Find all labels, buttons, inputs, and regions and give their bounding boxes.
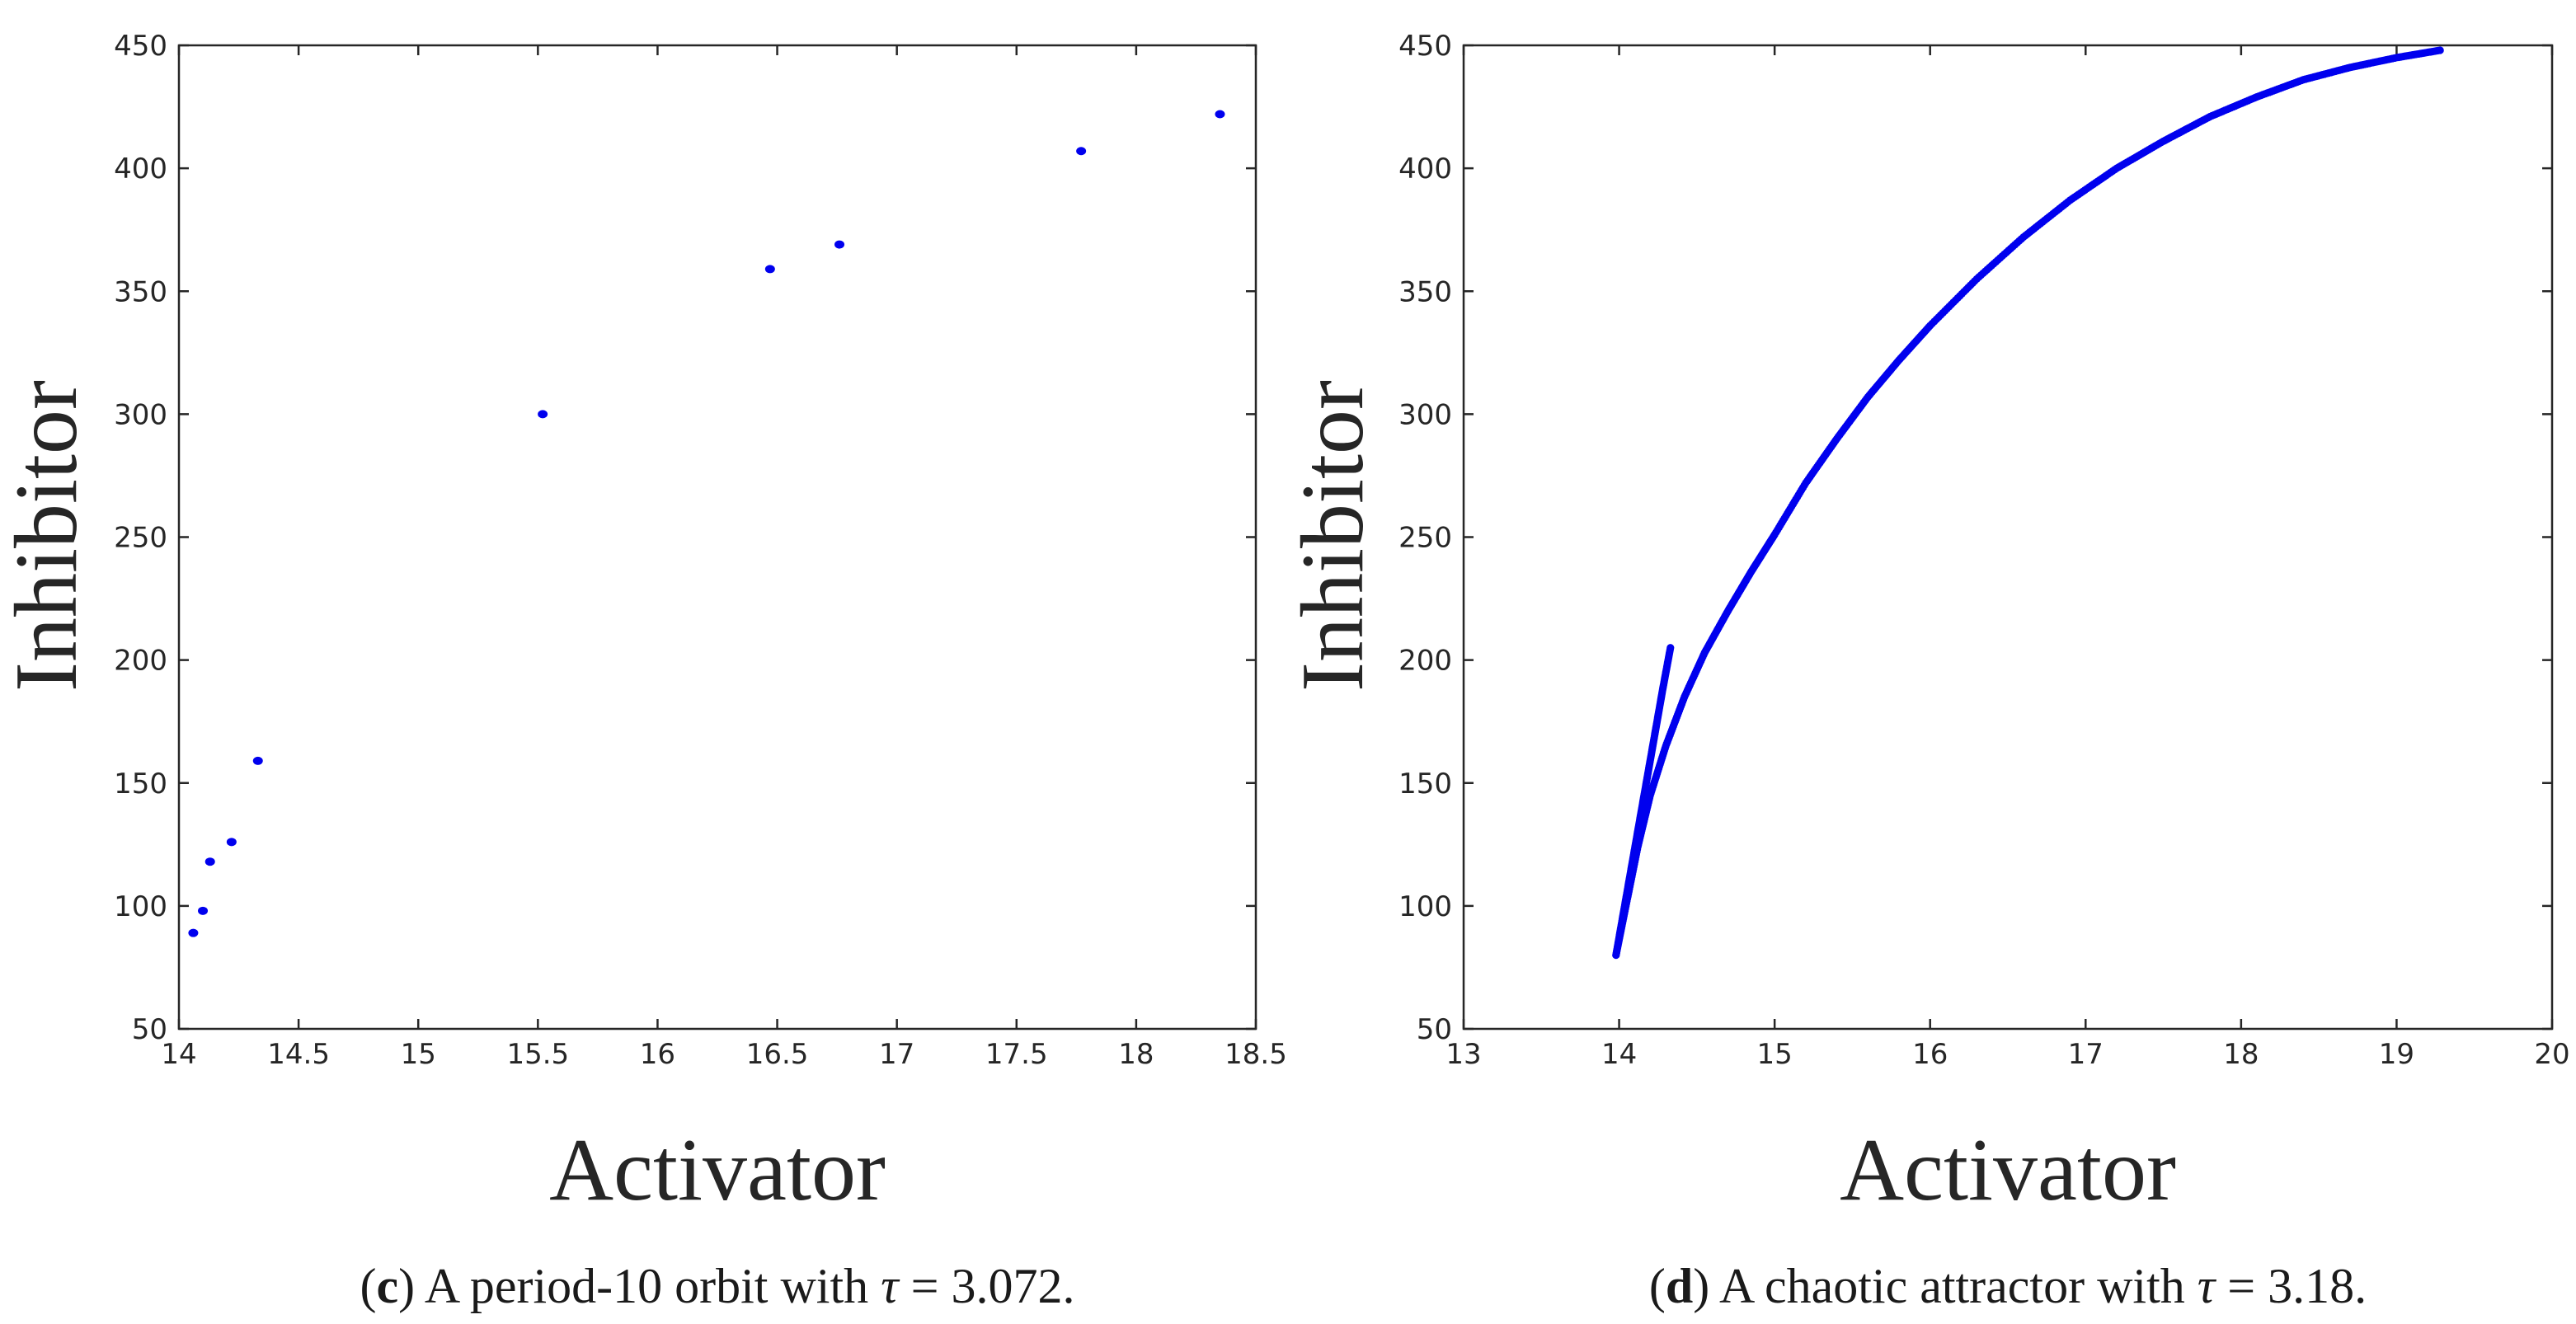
panel-d-y-tick-labels: 50 100 150 200 250 300 350 400 450	[1398, 30, 1452, 1046]
panel-d-caption-close: )	[1693, 1259, 1709, 1313]
panel-c-x-tick-label-5: 16.5	[746, 1038, 809, 1071]
panel-c-caption-text: A period-10 orbit with	[415, 1259, 881, 1313]
panel-c-y-tick-label-1: 100	[114, 890, 167, 923]
panel-c-point-1	[198, 906, 209, 915]
panel-c-caption-symbol: τ	[881, 1259, 900, 1313]
panel-d-y-tick-label-5: 300	[1398, 398, 1452, 431]
panel-d-x-tick-label-5: 18	[2223, 1038, 2259, 1071]
panel-c-x-tick-label-1: 14.5	[267, 1038, 330, 1071]
panel-d-y-tick-label-7: 400	[1398, 153, 1452, 185]
panel-c-y-tick-label-0: 50	[132, 1013, 167, 1046]
panel-d-y-tick-label-4: 250	[1398, 522, 1452, 555]
panel-d-series-0-point-550	[2436, 46, 2444, 54]
panel-d-x-ticks	[1462, 45, 2554, 1029]
panel-d-caption-value: 3.18.	[2268, 1259, 2367, 1313]
panel-c-x-tick-label-0: 14	[161, 1038, 196, 1071]
panel-d-y-tick-label-0: 50	[1417, 1013, 1452, 1046]
panel-c-y-tick-label-6: 350	[114, 275, 167, 308]
panel-c-y-tick-labels: 50 100 150 200 250 300 350 400 450	[114, 30, 167, 1046]
panel-d-caption-label: d	[1666, 1259, 1693, 1313]
panel-d-xlabel: Activator	[1840, 1121, 2176, 1219]
panel-c-point-2	[204, 857, 215, 866]
panel-c-xlabel: Activator	[549, 1121, 886, 1219]
panel-c-point-5	[538, 410, 548, 419]
panel-d-x-tick-label-0: 13	[1445, 1038, 1481, 1071]
panel-c-point-8	[1076, 147, 1087, 156]
panel-c-y-tick-label-2: 150	[114, 768, 167, 801]
panel-d-series-1-point-154	[1666, 644, 1675, 652]
panel-c-caption-open: (	[360, 1259, 377, 1313]
panel-c-y-tick-label-4: 250	[114, 522, 167, 555]
panel-c-x-tick-labels: 14 14.5 15 15.5 16 16.5 17 17.5 18 18.5	[161, 1038, 1286, 1071]
panel-d-caption-equals: =	[2215, 1259, 2268, 1313]
panel-d-x-tick-label-1: 14	[1601, 1038, 1637, 1071]
panel-c-caption-close: )	[398, 1259, 415, 1313]
panel-d-y-tick-label-8: 450	[1398, 30, 1452, 63]
panel-d-ylabel: Inhibitor	[1284, 380, 1382, 692]
panel-c-x-tick-label-4: 16	[640, 1038, 675, 1071]
panel-d-x-tick-labels: 13 14 15 16 17 18 19 20	[1445, 1038, 2569, 1071]
panel-c-y-ticks	[179, 44, 1256, 1031]
panel-c-x-tick-label-9: 18.5	[1225, 1038, 1287, 1071]
panel-c-caption-equals: =	[899, 1259, 952, 1313]
panel-c-point-4	[252, 756, 263, 765]
panel-c-point-7	[834, 240, 845, 249]
panel-c: 14 14.5 15 15.5 16 16.5 17 17.5 18 18.5 50 100 150 2…	[0, 30, 1287, 1313]
panel-c-y-tick-label-3: 200	[114, 645, 167, 678]
panel-c-x-tick-label-7: 17.5	[985, 1038, 1048, 1071]
panel-c-y-tick-label-7: 400	[114, 153, 167, 185]
panel-c-caption-value: 3.072.	[951, 1259, 1074, 1313]
panel-d-y-ticks	[1464, 44, 2552, 1031]
panel-d-caption: (d) A chaotic attractor with τ = 3.18.	[1649, 1259, 2367, 1313]
panel-c-point-9	[1215, 110, 1225, 119]
panel-d-caption-text: A chaotic attractor with	[1709, 1259, 2197, 1313]
panel-c-point-6	[764, 265, 775, 274]
panel-d-x-tick-label-7: 20	[2534, 1038, 2569, 1071]
panel-c-points	[188, 110, 1225, 937]
panel-c-y-tick-label-8: 450	[114, 30, 167, 63]
panel-c-x-tick-label-6: 17	[879, 1038, 914, 1071]
panel-d-caption-open: (	[1649, 1259, 1666, 1313]
panel-d-y-tick-label-6: 350	[1398, 275, 1452, 308]
panel-d-y-tick-label-3: 200	[1398, 645, 1452, 678]
panel-c-axes-box	[177, 44, 1257, 1031]
panel-d-x-tick-label-4: 17	[2068, 1038, 2104, 1071]
panel-c-point-0	[188, 928, 199, 937]
panel-d-x-tick-label-2: 15	[1757, 1038, 1793, 1071]
panel-d-axes-box	[1462, 44, 2554, 1031]
panel-d: 13 14 15 16 17 18 19 20 50 100 150 200 250 300 350 400…	[1284, 30, 2570, 1313]
panel-d-x-tick-label-3: 16	[1912, 1038, 1948, 1071]
panel-c-y-tick-label-5: 300	[114, 398, 167, 431]
panel-c-ylabel: Inhibitor	[0, 380, 96, 692]
panel-c-x-ticks	[177, 45, 1257, 1029]
panel-c-point-3	[226, 838, 237, 847]
panel-c-x-tick-label-8: 18	[1118, 1038, 1154, 1071]
panel-c-x-tick-label-2: 15	[401, 1038, 436, 1071]
panel-c-caption-label: c	[377, 1259, 399, 1313]
panel-c-caption: (c) A period-10 orbit with τ = 3.072.	[360, 1259, 1075, 1313]
panel-d-x-tick-label-6: 19	[2379, 1038, 2414, 1071]
panel-d-y-tick-label-2: 150	[1398, 768, 1452, 801]
panel-d-y-tick-label-1: 100	[1398, 890, 1452, 923]
panel-c-x-tick-label-3: 15.5	[506, 1038, 569, 1071]
panel-d-caption-symbol: τ	[2198, 1259, 2217, 1313]
panel-d-points	[1612, 46, 2444, 960]
